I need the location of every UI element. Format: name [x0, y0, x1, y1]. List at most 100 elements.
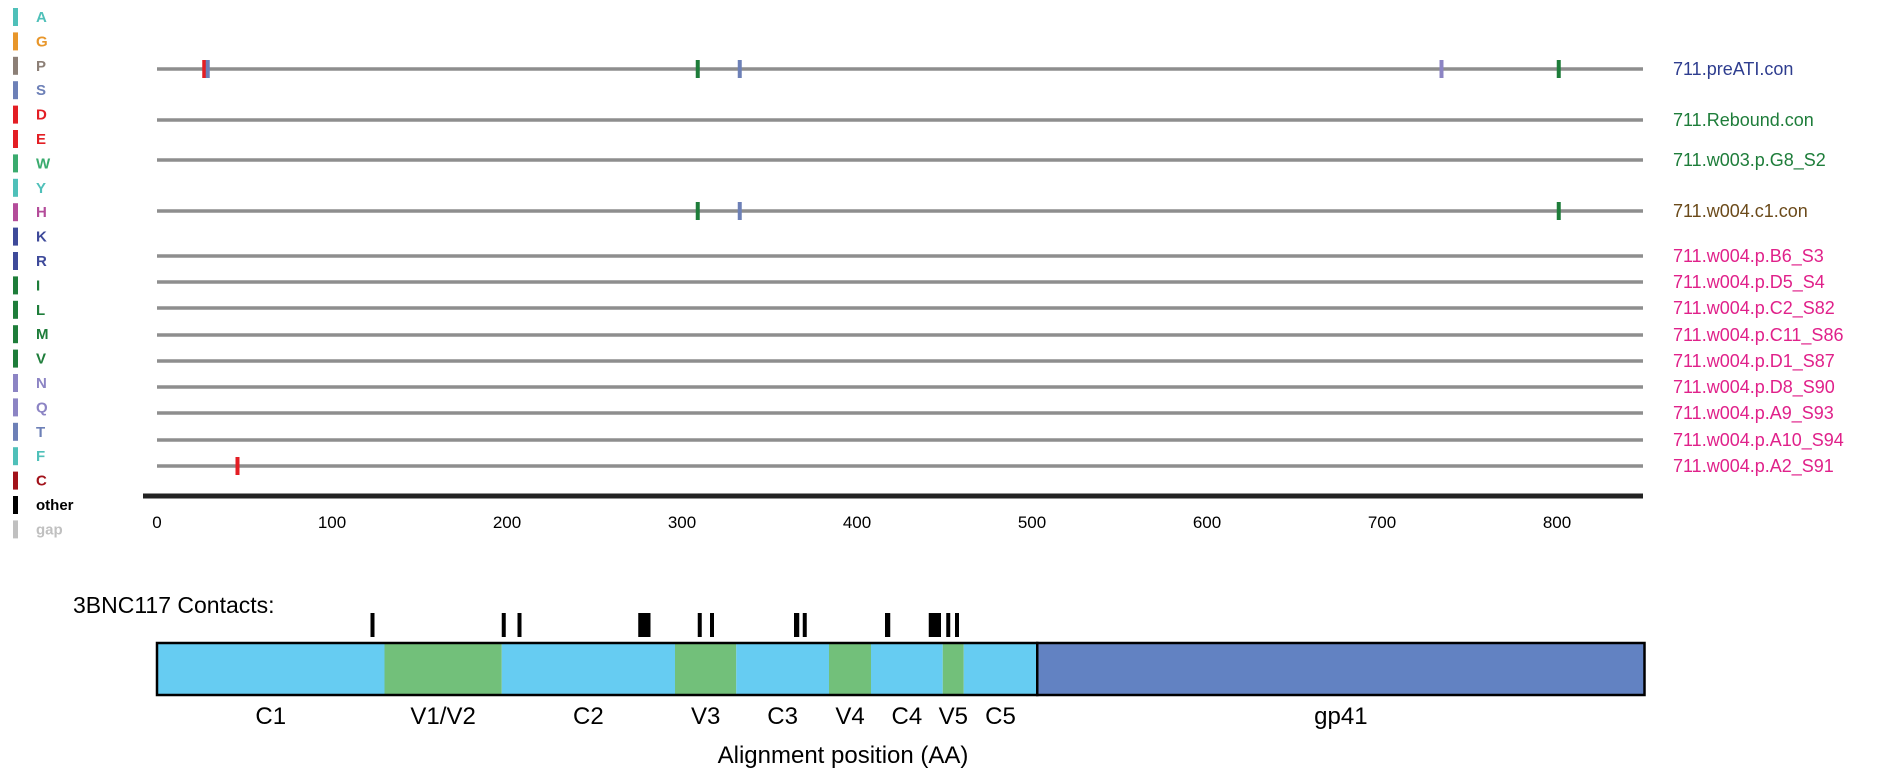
legend-swatch: [13, 178, 18, 197]
contact-marker: [928, 613, 941, 637]
legend-label: Q: [36, 399, 48, 416]
env-region-map: C1 V1/V2 C2 V3 C3 V4 C4 V5 C5 gp41: [155, 641, 1646, 730]
legend-swatch: [13, 32, 18, 51]
mutation-marker: [205, 60, 210, 78]
mutation-marker: [1556, 60, 1561, 78]
legend-label: W: [36, 155, 51, 172]
legend-label: F: [36, 448, 45, 465]
sequence-label: 711.w003.p.G8_S2: [1673, 150, 1826, 171]
legend-label: E: [36, 131, 46, 148]
legend-swatch: [13, 105, 18, 124]
legend-label: H: [36, 204, 47, 221]
mutation-marker: [737, 202, 742, 220]
sequence-label: 711.w004.p.A9_S93: [1673, 403, 1834, 424]
tick-label: 600: [1193, 513, 1221, 532]
region-block: [829, 643, 871, 695]
sequence-label: 711.w004.p.D5_S4: [1673, 272, 1825, 293]
legend-swatch: [13, 276, 18, 295]
sequence-label: 711.w004.p.C2_S82: [1673, 298, 1835, 319]
legend-swatch: [13, 81, 18, 100]
region-block: [157, 643, 385, 695]
contact-markers: [370, 613, 959, 637]
legend-label: I: [36, 277, 40, 294]
legend-label: A: [36, 9, 47, 26]
contact-marker: [710, 613, 714, 637]
contact-marker: [794, 613, 800, 637]
legend-swatch: [13, 154, 18, 173]
contact-marker: [501, 613, 506, 637]
legend-swatch: [13, 471, 18, 490]
region-block: [501, 643, 675, 695]
legend-swatch: [13, 398, 18, 417]
tick-label: 200: [493, 513, 521, 532]
legend-label: G: [36, 33, 48, 50]
legend-swatch: [13, 227, 18, 246]
tick-label: 800: [1543, 513, 1571, 532]
sequence-label: 711.w004.p.A2_S91: [1673, 456, 1834, 477]
legend-label: Y: [36, 180, 46, 197]
tick-label: 500: [1018, 513, 1046, 532]
sequence-label: 711.Rebound.con: [1673, 110, 1814, 130]
region-label: C3: [767, 703, 798, 730]
mutation-marker: [1439, 60, 1444, 78]
mutation-marker: [695, 60, 700, 78]
sequence-label: 711.w004.p.D8_S90: [1673, 377, 1835, 398]
legend-label: L: [36, 302, 45, 319]
contact-marker: [517, 613, 522, 637]
legend-label: T: [36, 424, 45, 441]
region-label: C2: [573, 703, 604, 730]
sequence-label: 711.preATI.con: [1673, 59, 1793, 79]
legend-label: R: [36, 253, 47, 270]
legend-swatch: [13, 349, 18, 368]
tick-label: 100: [318, 513, 346, 532]
tick-label: 0: [152, 513, 161, 532]
legend-swatch: [13, 374, 18, 392]
sequence-label: 711.w004.p.C11_S86: [1673, 325, 1843, 346]
x-axis-title: Alignment position (AA): [718, 742, 969, 768]
region-block: [1037, 643, 1645, 695]
region-label: V4: [835, 703, 864, 730]
alignment-axis: 0 100 200 300 400 500 600 700 800: [143, 493, 1643, 532]
legend-label: gap: [36, 521, 63, 538]
legend-swatch: [13, 496, 18, 514]
legend-label: D: [36, 107, 47, 124]
legend-swatch: [13, 447, 18, 466]
region-label: C1: [255, 703, 286, 730]
mutation-marker: [1556, 202, 1561, 220]
legend-swatch: [13, 252, 18, 270]
sequence-labels: 711.preATI.con 711.Rebound.con 711.w003.p.…: [1673, 59, 1844, 477]
contact-marker: [802, 613, 807, 637]
region-block: [871, 643, 943, 695]
legend-label: N: [36, 375, 47, 392]
sequence-lines: [157, 60, 1643, 475]
legend-swatch: [13, 8, 18, 26]
region-block: [963, 643, 1038, 695]
legend-swatch: [13, 520, 18, 539]
region-label: V3: [691, 703, 720, 730]
gp41-outline: [1036, 641, 1646, 697]
mutation-marker: [737, 60, 742, 78]
legend-swatch: [13, 130, 18, 148]
legend-label: S: [36, 82, 46, 99]
legend-label: other: [36, 497, 74, 514]
legend-swatch: [13, 56, 18, 75]
contact-marker: [946, 613, 951, 637]
contact-marker: [638, 613, 651, 637]
legend-swatch: [13, 203, 18, 222]
region-label: V1/V2: [410, 703, 475, 730]
legend-swatch: [13, 325, 18, 344]
contacts-title: 3BNC117 Contacts:: [73, 592, 275, 618]
legend-label: M: [36, 326, 49, 343]
region-block: [736, 643, 829, 695]
legend-swatch: [13, 422, 18, 441]
legend-label: K: [36, 229, 47, 246]
legend-label: V: [36, 351, 46, 368]
region-label: C4: [892, 703, 923, 730]
region-block: [675, 643, 737, 695]
tick-label: 700: [1368, 513, 1396, 532]
contact-marker: [955, 613, 959, 637]
contact-marker: [697, 613, 702, 637]
region-block: [384, 643, 502, 695]
